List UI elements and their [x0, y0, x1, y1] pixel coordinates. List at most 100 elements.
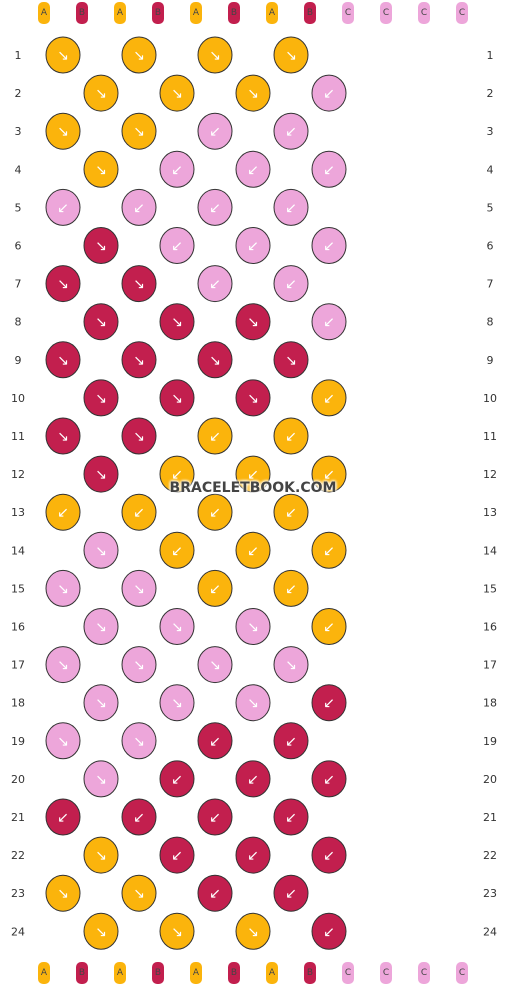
knot-arrow-icon: ↙ [285, 200, 297, 216]
row-number-right: 22 [483, 849, 497, 862]
knot [311, 912, 347, 950]
row-number-left: 19 [11, 735, 25, 748]
knot [311, 684, 347, 722]
knot [311, 455, 347, 493]
row-number-right: 8 [487, 316, 494, 329]
knot [197, 798, 233, 836]
knot [311, 531, 347, 569]
knot-arrow-icon: ↘ [133, 658, 145, 674]
strand-label-bottom-8: B [307, 968, 313, 978]
knot-arrow-icon: ↙ [323, 315, 335, 331]
knot-arrow-icon: ↙ [323, 924, 335, 940]
row-number-right: 3 [487, 125, 494, 138]
knot-arrow-icon: ↙ [323, 239, 335, 255]
knot [159, 379, 195, 417]
knot-arrow-icon: ↘ [57, 734, 69, 750]
knot-arrow-icon: ↙ [285, 734, 297, 750]
knot [197, 188, 233, 226]
strand-end-top-10 [380, 2, 392, 24]
knot [121, 188, 157, 226]
knot [235, 836, 271, 874]
knot-arrow-icon: ↙ [209, 429, 221, 445]
row-number-left: 11 [11, 430, 25, 443]
strand-label-bottom-9: C [345, 968, 351, 978]
knot-arrow-icon: ↙ [323, 391, 335, 407]
knot [311, 227, 347, 264]
knot [45, 265, 81, 303]
strand-label-top-9: C [345, 8, 351, 18]
knot-arrow-icon: ↘ [95, 924, 107, 940]
knot-arrow-icon: ↙ [209, 277, 221, 293]
knot-arrow-icon: ↙ [323, 696, 335, 712]
knot-arrow-icon: ↘ [133, 734, 145, 750]
knot-arrow-icon: ↙ [285, 429, 297, 445]
strand-label-bottom-5: A [193, 968, 200, 978]
strand-label-top-12: C [459, 8, 465, 18]
strand-label-top-4: B [155, 8, 161, 18]
knot-arrow-icon: ↙ [133, 505, 145, 521]
strand-end-bottom-2 [76, 962, 88, 984]
knot [45, 493, 81, 531]
knot [311, 74, 347, 112]
knot [235, 150, 271, 188]
knot [83, 684, 119, 722]
knot-arrow-icon: ↘ [133, 277, 145, 293]
knot-arrow-icon: ↘ [171, 924, 183, 940]
knot-arrow-icon: ↘ [57, 581, 69, 597]
row-number-left: 13 [11, 506, 25, 519]
knot-arrow-icon: ↙ [285, 505, 297, 521]
knot-arrow-icon: ↙ [171, 467, 183, 483]
knot-arrow-icon: ↙ [171, 772, 183, 788]
knot [273, 265, 309, 303]
strand-end-top-12 [456, 2, 468, 24]
knot-arrow-icon: ↘ [171, 391, 183, 407]
knot-arrow-icon: ↘ [95, 162, 107, 178]
knot [121, 798, 157, 836]
knot [197, 874, 233, 912]
strand-end-top-4 [152, 2, 164, 24]
knot [311, 836, 347, 874]
row-number-right: 5 [487, 201, 494, 214]
knot [235, 684, 271, 722]
knot [235, 455, 271, 493]
knot-arrow-icon: ↙ [247, 162, 259, 178]
row-number-left: 15 [11, 582, 25, 595]
knot-arrow-icon: ↘ [171, 696, 183, 712]
row-number-right: 13 [483, 506, 497, 519]
strand-label-top-6: B [231, 8, 237, 18]
knot-arrow-icon: ↘ [209, 48, 221, 64]
knot-arrow-icon: ↙ [323, 467, 335, 483]
knot-arrow-icon: ↘ [57, 124, 69, 140]
knot [83, 303, 119, 341]
knot-arrow-icon: ↘ [247, 315, 259, 331]
knot [197, 265, 233, 303]
knot-arrow-icon: ↘ [209, 658, 221, 674]
knot [83, 74, 119, 112]
strand-label-bottom-3: A [117, 968, 124, 978]
knot-arrow-icon: ↙ [323, 848, 335, 864]
knot [235, 227, 271, 264]
row-number-left: 5 [15, 201, 22, 214]
knot-arrow-icon: ↙ [171, 162, 183, 178]
knot [311, 608, 347, 645]
knot-arrow-icon: ↙ [57, 200, 69, 216]
knot-arrow-icon: ↘ [285, 353, 297, 369]
strand-end-top-5 [190, 2, 202, 24]
row-number-right: 17 [483, 659, 497, 672]
row-number-left: 2 [15, 87, 22, 100]
strand-label-bottom-7: A [269, 968, 276, 978]
row-number-right: 18 [483, 697, 497, 710]
knot-arrow-icon: ↘ [133, 124, 145, 140]
knot-arrow-icon: ↘ [95, 315, 107, 331]
strand-label-top-7: A [269, 8, 276, 18]
knot-arrow-icon: ↙ [285, 810, 297, 826]
strand-end-bottom-9 [342, 962, 354, 984]
strand-end-top-3 [114, 2, 126, 24]
knot-arrow-icon: ↘ [95, 239, 107, 255]
knot [159, 531, 195, 569]
knot [235, 760, 271, 798]
knot [121, 265, 157, 303]
knot [159, 836, 195, 874]
